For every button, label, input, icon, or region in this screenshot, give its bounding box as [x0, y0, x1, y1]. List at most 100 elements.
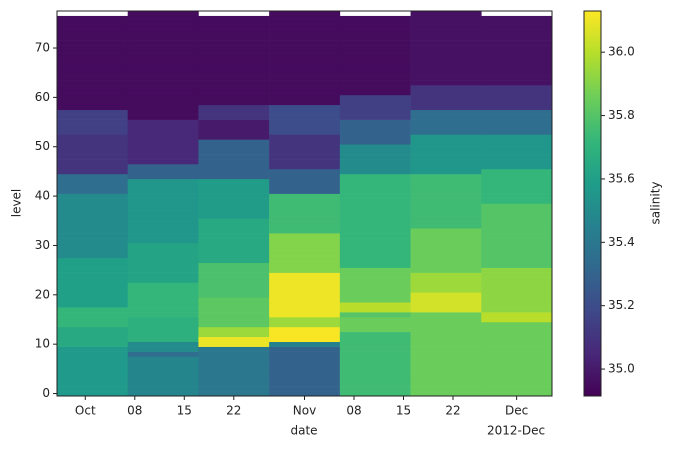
cell — [269, 50, 341, 56]
y-axis-label: level — [10, 189, 24, 218]
cell — [339, 198, 411, 204]
cell — [410, 129, 482, 135]
cell — [410, 361, 482, 367]
cell — [57, 35, 129, 41]
cell — [127, 134, 199, 140]
cell — [57, 336, 129, 343]
cell — [198, 154, 270, 160]
cell — [410, 238, 482, 244]
cell — [198, 168, 270, 175]
cell — [198, 302, 270, 308]
cell — [410, 282, 482, 288]
cell — [198, 223, 270, 229]
cell — [127, 326, 199, 333]
cell — [339, 149, 411, 155]
cell — [339, 70, 411, 76]
cell — [198, 356, 270, 362]
y-tick-label: 40 — [35, 189, 50, 203]
cell — [339, 144, 411, 150]
cell — [127, 277, 199, 283]
cell — [127, 287, 199, 293]
cell — [481, 25, 553, 32]
cell — [269, 223, 341, 229]
cell — [269, 247, 341, 254]
cell — [57, 129, 129, 135]
y-tick-label: 10 — [35, 337, 50, 351]
cell — [57, 144, 129, 150]
x-offset-label: 2012-Dec — [487, 424, 545, 438]
cell — [339, 287, 411, 293]
cell — [339, 114, 411, 120]
cell — [198, 188, 270, 194]
cell — [269, 228, 341, 234]
cell — [57, 154, 129, 160]
cell — [410, 203, 482, 209]
cell — [481, 238, 553, 244]
cell — [127, 149, 199, 155]
cell — [410, 193, 482, 199]
cell — [481, 178, 553, 185]
cell — [269, 119, 341, 125]
cell — [339, 183, 411, 189]
cell — [410, 40, 482, 46]
cell — [269, 346, 341, 352]
cell — [127, 356, 199, 362]
cell — [269, 99, 341, 106]
cell — [410, 307, 482, 313]
cell — [57, 203, 129, 209]
cell — [410, 55, 482, 61]
cell — [481, 198, 553, 204]
colorbar — [583, 10, 602, 397]
x-tick-label: Dec — [505, 404, 528, 418]
cell — [269, 94, 341, 101]
cell — [198, 307, 270, 313]
cell — [269, 366, 341, 372]
cell — [481, 168, 553, 175]
cell — [269, 139, 341, 145]
cell — [57, 341, 129, 347]
cell — [410, 252, 482, 259]
cell — [198, 75, 270, 81]
cell — [57, 104, 129, 111]
cell — [269, 203, 341, 209]
cell — [198, 238, 270, 244]
cell — [269, 60, 341, 66]
cell — [57, 124, 129, 130]
cell — [410, 109, 482, 115]
cell — [198, 247, 270, 254]
cell — [481, 366, 553, 372]
cell — [269, 292, 341, 298]
cell — [269, 297, 341, 303]
cell — [57, 326, 129, 333]
cell — [339, 99, 411, 106]
cell — [339, 154, 411, 160]
cell — [339, 341, 411, 347]
cell — [339, 262, 411, 268]
cell — [481, 376, 553, 382]
cell — [481, 262, 553, 268]
cell — [269, 361, 341, 367]
cell — [198, 55, 270, 61]
cell — [410, 341, 482, 347]
cell — [410, 30, 482, 36]
cell — [127, 25, 199, 32]
cell — [269, 208, 341, 214]
cell — [269, 164, 341, 170]
cell — [481, 302, 553, 308]
cell — [269, 218, 341, 224]
cell — [198, 262, 270, 268]
cell — [339, 361, 411, 367]
cell — [198, 183, 270, 189]
cell — [198, 40, 270, 46]
colorbar-tick-label: 35.6 — [608, 171, 635, 185]
cell — [410, 75, 482, 81]
cell — [410, 154, 482, 160]
cell — [57, 89, 129, 96]
cell — [410, 114, 482, 120]
cell — [57, 233, 129, 239]
cell — [410, 326, 482, 333]
cell — [269, 173, 341, 180]
cell — [269, 302, 341, 308]
cell — [127, 109, 199, 115]
cell — [410, 391, 482, 397]
